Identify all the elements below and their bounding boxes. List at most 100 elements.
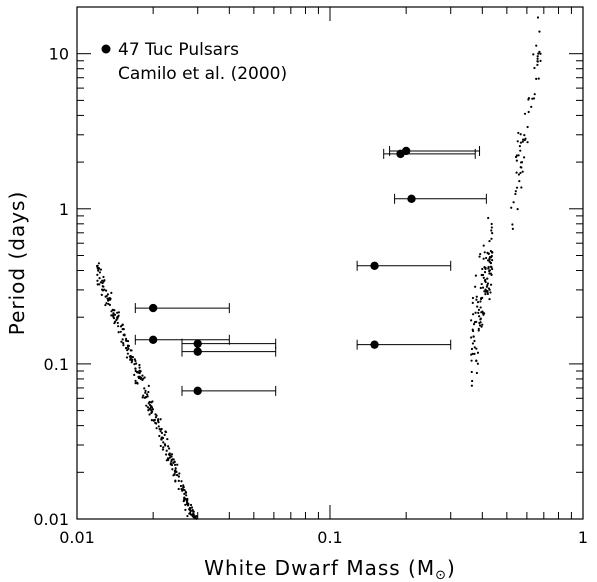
- model-point: [472, 322, 476, 326]
- x-tick-label: 1: [578, 528, 588, 547]
- model-point: [489, 291, 492, 294]
- model-point: [537, 77, 540, 80]
- model-point: [470, 384, 473, 387]
- model-point: [173, 472, 176, 476]
- model-point: [514, 155, 518, 159]
- model-point: [472, 335, 475, 338]
- model-point: [108, 303, 112, 307]
- model-point: [101, 281, 104, 285]
- model-point: [484, 267, 487, 271]
- model-point: [127, 344, 131, 347]
- model-point: [110, 310, 113, 313]
- model-point: [111, 314, 115, 317]
- model-point: [185, 494, 188, 497]
- model-point: [129, 358, 132, 361]
- model-point: [519, 171, 522, 175]
- model-point: [99, 281, 102, 284]
- model-point: [517, 173, 521, 176]
- model-point: [166, 457, 170, 460]
- model-point: [485, 256, 488, 260]
- model-point: [490, 226, 493, 229]
- model-point: [101, 279, 104, 282]
- model-point: [473, 339, 476, 343]
- model-point: [126, 349, 129, 352]
- x-axis-title-main: White Dwarf Mass (M: [204, 556, 435, 580]
- model-point: [172, 461, 175, 465]
- model-point: [134, 379, 137, 382]
- plot-frame: [76, 6, 584, 520]
- model-point: [488, 288, 491, 291]
- model-point: [488, 272, 491, 275]
- model-point: [138, 363, 141, 367]
- model-point: [151, 400, 154, 403]
- model-point: [165, 459, 168, 462]
- model-point: [470, 336, 473, 339]
- model-point: [159, 444, 162, 448]
- model-point: [108, 297, 111, 300]
- model-point: [538, 30, 541, 33]
- model-point: [478, 315, 481, 318]
- model-point: [520, 166, 523, 169]
- model-point: [476, 301, 480, 304]
- model-point: [146, 406, 150, 409]
- model-point: [167, 445, 170, 448]
- model-point: [170, 458, 173, 461]
- model-point: [162, 446, 165, 449]
- model-point: [183, 492, 186, 495]
- model-point: [479, 300, 482, 303]
- model-point: [471, 329, 475, 333]
- model-point: [100, 288, 104, 291]
- model-point: [180, 480, 183, 483]
- model-point: [164, 430, 167, 433]
- model-point: [125, 356, 129, 359]
- model-point: [524, 137, 527, 140]
- model-point: [186, 514, 189, 518]
- model-point: [122, 344, 125, 347]
- model-point: [164, 444, 167, 447]
- pulsar-point: [401, 146, 411, 156]
- model-point: [124, 339, 128, 342]
- model-point: [122, 342, 125, 345]
- legend-label-1: 47 Tuc Pulsars: [118, 40, 239, 60]
- model-point: [531, 97, 534, 100]
- model-point: [515, 186, 519, 189]
- model-point: [533, 93, 536, 96]
- model-point: [121, 328, 124, 331]
- model-point: [96, 266, 99, 269]
- model-point: [141, 396, 144, 399]
- model-point: [476, 351, 480, 354]
- model-point: [530, 105, 533, 108]
- model-point: [537, 52, 540, 55]
- model-point: [139, 377, 142, 380]
- model-point: [482, 313, 485, 316]
- model-point: [527, 97, 531, 100]
- model-point: [477, 311, 480, 314]
- model-point: [126, 352, 129, 355]
- model-point: [176, 474, 179, 477]
- model-point: [515, 171, 518, 174]
- model-point: [182, 486, 185, 489]
- model-point: [486, 277, 489, 280]
- model-point: [191, 508, 194, 512]
- model-point: [189, 511, 192, 515]
- model-point: [174, 480, 177, 483]
- model-point: [192, 516, 195, 519]
- model-point: [187, 503, 190, 506]
- model-point: [116, 311, 119, 314]
- model-point: [143, 387, 146, 390]
- pulsar-point: [148, 335, 158, 345]
- model-point: [475, 359, 478, 362]
- model-point: [138, 375, 141, 378]
- model-point: [479, 286, 482, 290]
- model-point: [159, 418, 162, 421]
- model-point: [163, 433, 166, 436]
- model-point: [96, 273, 99, 276]
- model-point: [484, 293, 487, 296]
- model-point: [485, 289, 488, 292]
- model-point: [116, 316, 119, 319]
- model-point: [488, 257, 491, 260]
- model-point: [184, 503, 187, 506]
- model-point: [519, 149, 522, 152]
- model-point: [136, 382, 139, 385]
- model-point: [114, 320, 117, 323]
